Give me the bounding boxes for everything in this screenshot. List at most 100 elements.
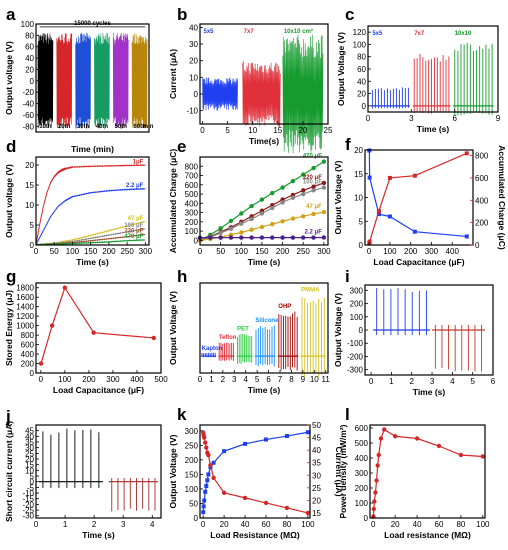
y-axis-title: Short circuit current (μA) [4, 421, 14, 522]
y-tick-label: 200 [21, 360, 35, 369]
panel-letter: a [6, 5, 16, 24]
data-point [201, 510, 206, 515]
x-tick-label: 100 [301, 520, 315, 529]
segment-label: 30th [77, 124, 90, 130]
data-point [376, 212, 381, 217]
series-20th [56, 33, 73, 130]
y2-tick-label: 400 [475, 196, 489, 205]
series-negative [108, 478, 159, 512]
data-point [378, 436, 384, 441]
x-tick-label: 11 [322, 375, 331, 384]
y-tick-label: 0 [194, 90, 199, 99]
data-point [270, 205, 275, 211]
series-10th [37, 33, 54, 129]
data-point [249, 203, 254, 209]
y-tick-label: 600 [185, 181, 199, 190]
data-point [376, 452, 381, 458]
data-point [311, 188, 316, 193]
data-point [311, 235, 316, 240]
x-tick-label: 0 [371, 520, 376, 529]
y-tick-label: 500 [185, 190, 199, 199]
y-tick-label: 50 [189, 499, 198, 508]
series-label: 7x7 [244, 29, 255, 35]
y-axis-title: Output voltage (V) [4, 41, 14, 115]
panel-letter: c [345, 5, 354, 24]
series-60th [131, 33, 148, 129]
y-tick-label: 20 [357, 90, 366, 99]
series-pet [236, 333, 253, 364]
x-tick-label: 40 [413, 520, 422, 529]
series-positive [373, 287, 431, 336]
y2-axis-title: Current (μA) [334, 446, 344, 496]
segment-label: 40th [96, 124, 109, 130]
data-point [270, 190, 275, 196]
x-tick-label: 1 [63, 520, 68, 529]
series-label: 5x5 [204, 29, 215, 35]
x-axis-title: Load Capacitance (μF) [373, 257, 464, 267]
y-tick-label: 20 [25, 455, 34, 464]
data-point [301, 214, 306, 219]
y-tick-label: 0 [30, 77, 35, 86]
series-30th [75, 32, 91, 130]
y-tick-label: 0 [359, 241, 364, 250]
series-label: 100 μF [303, 180, 322, 186]
y-tick-label: 20 [25, 65, 34, 74]
signal-trace [282, 34, 324, 154]
x-axis-title: Time (s) [413, 387, 446, 397]
x-tick-label: 5 [225, 126, 230, 135]
x-tick-label: 6 [266, 375, 271, 384]
x-tick-label: 20 [391, 520, 400, 529]
data-point [290, 178, 296, 184]
plot-frame [35, 282, 162, 374]
x-tick-label: 0 [369, 377, 374, 386]
data-point [228, 218, 234, 224]
data-point [205, 478, 210, 483]
x-axis-title: Time(s) [249, 136, 279, 146]
data-point [311, 165, 316, 171]
data-point [218, 230, 223, 236]
y-tick-label: 20 [189, 57, 198, 66]
y-tick-label: 10 [354, 194, 363, 203]
y-tick-label: 800 [185, 162, 199, 171]
segment-label: 50th [115, 124, 128, 130]
panel-letter: g [6, 267, 16, 286]
y-tick-label: 40 [25, 54, 34, 63]
series-label: 2.2 μF [126, 183, 144, 189]
plot-frame [199, 424, 311, 519]
y-tick-label: -10 [22, 489, 34, 498]
y-tick-label: -80 [22, 122, 34, 131]
y-tick-label: 0 [30, 369, 35, 378]
series-label: PMMA [301, 287, 320, 293]
x-tick-label: 80 [456, 520, 465, 529]
x-tick-label: 100 [58, 375, 72, 384]
y-axis-title: Output Voltage (V) [333, 293, 343, 367]
panel-letter: l [345, 405, 350, 424]
x-tick-label: 10 [310, 375, 319, 384]
panel-letter: h [177, 267, 187, 286]
data-point [259, 224, 265, 230]
data-point [321, 235, 327, 240]
x-tick-label: 15 [273, 126, 282, 135]
data-point [222, 449, 227, 454]
chart-panel-i: i 0 1 2 3 4 5 6 -300 -200 -100 0 100 200 300 Time (s) Ou… [333, 267, 496, 397]
y-tick-label: -30 [22, 512, 34, 521]
y-axis-title: Output Voltage (V) [333, 160, 343, 234]
data-point [49, 323, 55, 328]
x-tick-label: 3 [121, 520, 126, 529]
x-tick-label: 2 [221, 375, 226, 384]
y-tick-label: 80 [357, 53, 366, 62]
x-tick-label: 400 [446, 247, 460, 256]
x-tick-label: 200 [276, 247, 290, 256]
data-point [373, 490, 378, 495]
series-teflon [218, 342, 235, 361]
x-tick-label: 300 [139, 247, 153, 256]
y-tick-label: 10 [189, 73, 198, 82]
data-point [239, 221, 244, 226]
series-negative [432, 324, 485, 372]
signal-trace [202, 77, 238, 111]
x-tick-label: 80 [282, 520, 291, 529]
x-axis-title: Time (s) [248, 257, 281, 267]
